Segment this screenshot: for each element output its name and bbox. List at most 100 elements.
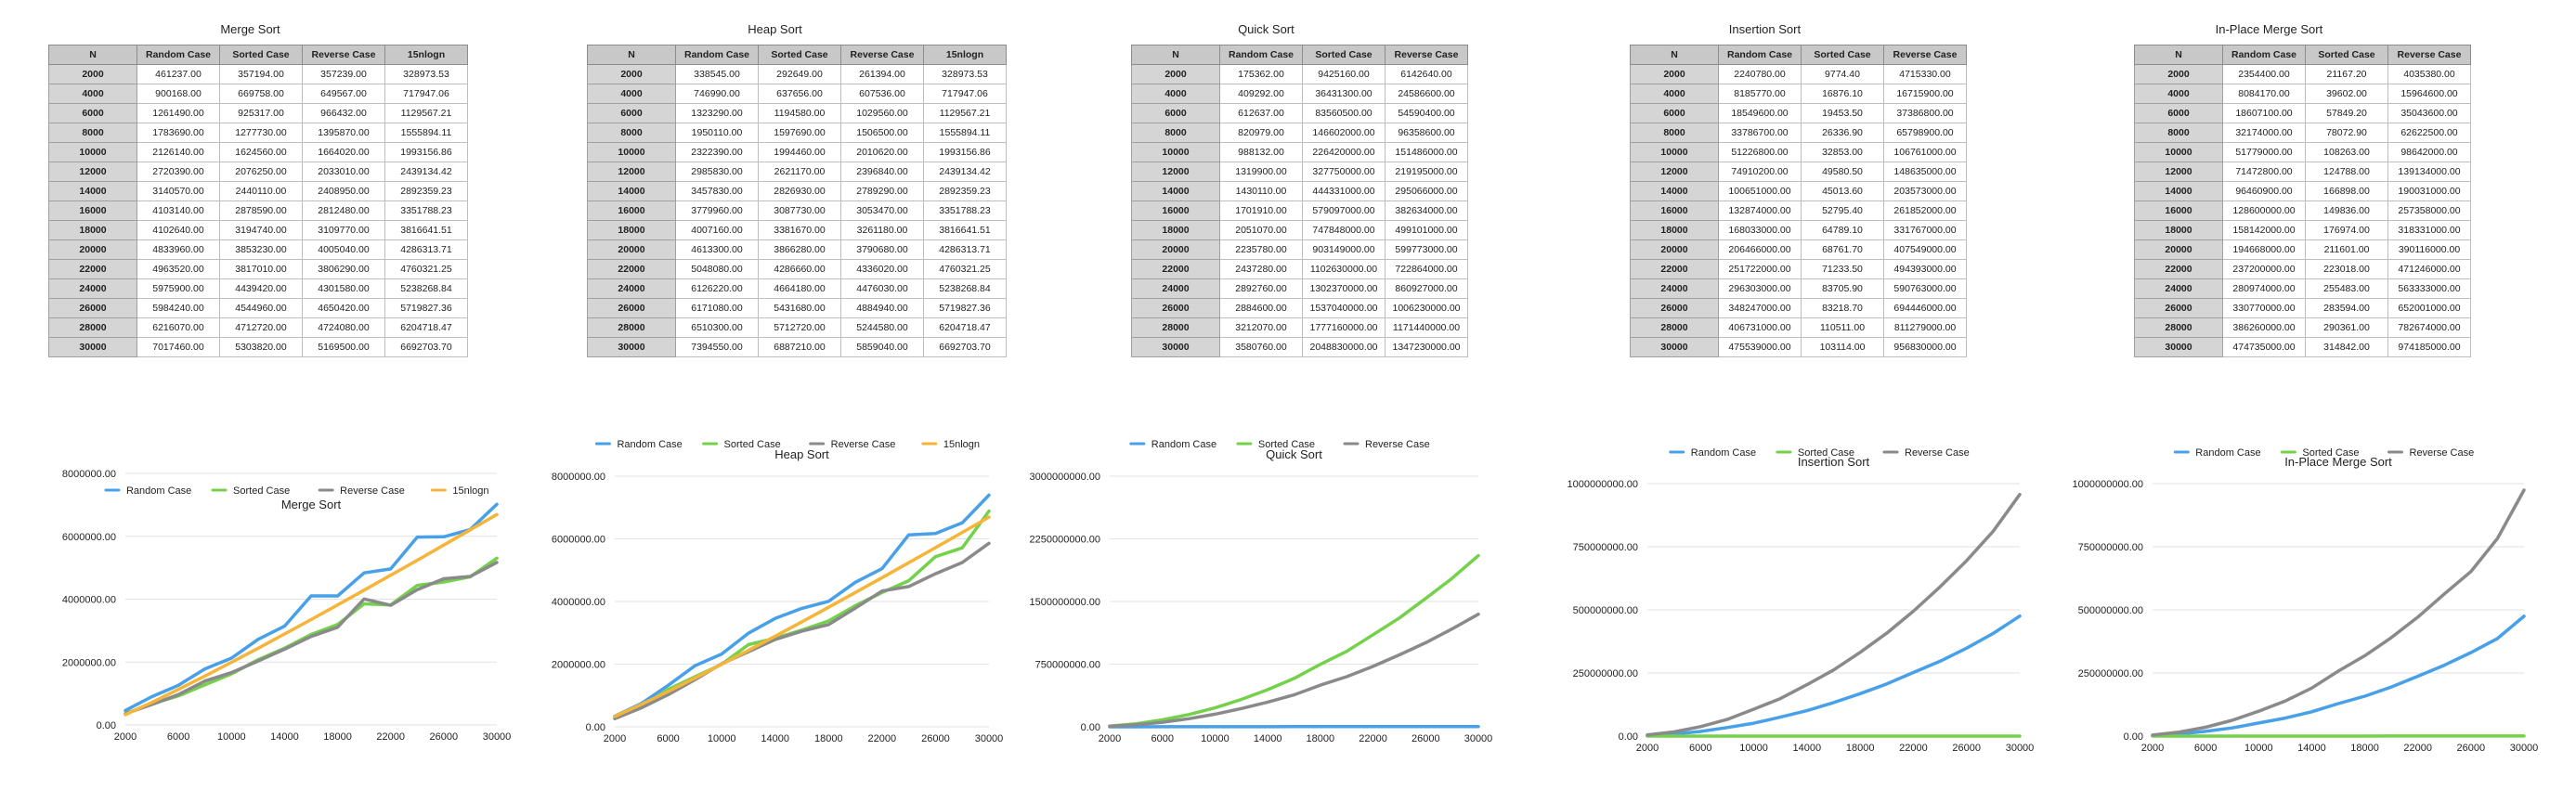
- cell-reverse: 148635000.00: [1883, 162, 1967, 182]
- table-row: 12000 74910200.00 49580.50 148635000.00: [1630, 162, 1967, 182]
- cell-n: 8000: [1131, 123, 1220, 143]
- cell-n: 16000: [587, 200, 676, 221]
- cell-random: 2235780.00: [1219, 239, 1303, 260]
- cell-sorted: 5431680.00: [758, 298, 841, 318]
- cell-n: 16000: [48, 200, 137, 221]
- cell-nlogn: 328973.53: [923, 64, 1007, 84]
- legend-item-sorted: Sorted Case: [211, 485, 290, 497]
- legend-label: Sorted Case: [724, 439, 781, 450]
- cell-nlogn: 1129567.21: [923, 103, 1007, 123]
- cell-random: 3457830.00: [675, 181, 759, 201]
- cell-nlogn: 1555894.11: [384, 123, 468, 143]
- column-header-reverse: Reverse Case: [840, 45, 924, 65]
- cell-reverse: 151486000.00: [1385, 142, 1468, 162]
- cell-reverse: 722864000.00: [1385, 259, 1468, 279]
- cell-reverse: 357239.00: [302, 64, 385, 84]
- series-line-random: [1646, 614, 2022, 738]
- cell-random: 1319900.00: [1219, 162, 1303, 182]
- legend-item-random: Random Case: [594, 439, 683, 450]
- table-title: Quick Sort: [1238, 22, 1295, 36]
- cell-n: 28000: [587, 317, 676, 338]
- x-tick-label: 14000: [1793, 743, 1822, 754]
- y-tick-label: 4000000.00: [552, 597, 605, 608]
- cell-sorted: 64789.10: [1801, 220, 1884, 240]
- cell-random: 158142000.00: [2222, 220, 2306, 240]
- cell-nlogn: 717947.06: [923, 84, 1007, 104]
- series-line-reverse: [124, 561, 499, 716]
- table-row: 24000 2892760.00 1302370000.00 860927000.00: [1131, 278, 1468, 299]
- y-tick-label: 0.00: [1619, 731, 1638, 743]
- cell-n: 26000: [2134, 298, 2223, 318]
- cell-random: 5975900.00: [137, 278, 220, 299]
- cell-random: 3580760.00: [1219, 337, 1303, 357]
- x-tick-label: 30000: [2006, 743, 2035, 754]
- cell-random: 474735000.00: [2222, 337, 2306, 357]
- table-row: 10000 2126140.00 1624560.00 1664020.00 19931…: [48, 142, 468, 162]
- cell-sorted: 211601.00: [2305, 239, 2388, 260]
- cell-n: 10000: [2134, 142, 2223, 162]
- cell-random: 1261490.00: [137, 103, 220, 123]
- x-tick-label: 30000: [975, 733, 1004, 744]
- x-tick-label: 2000: [1099, 733, 1121, 744]
- table-row: 14000 3457830.00 2826930.00 2789290.00 28923…: [587, 181, 1007, 201]
- cell-random: 51779000.00: [2222, 142, 2306, 162]
- table-row: 10000 51779000.00 108263.00 98642000.00: [2134, 142, 2471, 162]
- y-tick-label: 250000000.00: [1573, 668, 1638, 679]
- x-tick-label: 6000: [1689, 743, 1711, 754]
- cell-sorted: 637656.00: [758, 84, 841, 104]
- cell-reverse: 1395870.00: [302, 123, 385, 143]
- table-row: 2000 175362.00 9425160.00 6142640.00: [1131, 64, 1468, 84]
- x-tick-label: 22000: [1899, 743, 1928, 754]
- cell-reverse: 106761000.00: [1883, 142, 1967, 162]
- table-row: 18000 2051070.00 747848000.00 499101000.00: [1131, 220, 1468, 240]
- cell-sorted: 4439420.00: [219, 278, 303, 299]
- cell-sorted: 9425160.00: [1302, 64, 1386, 84]
- column-header-n: N: [48, 45, 137, 65]
- cell-n: 24000: [587, 278, 676, 299]
- data-table: N Random Case Sorted Case Reverse Case 15nlo…: [48, 45, 468, 357]
- cell-random: 128600000.00: [2222, 200, 2306, 221]
- table-row: 26000 5984240.00 4544960.00 4650420.00 57198…: [48, 298, 468, 318]
- table-row: 22000 2437280.00 1102630000.00 722864000.00: [1131, 259, 1468, 279]
- series-line-sorted: [124, 556, 499, 716]
- cell-reverse: 494393000.00: [1883, 259, 1967, 279]
- cell-reverse: 4336020.00: [840, 259, 924, 279]
- series-line-reverse: [613, 541, 991, 720]
- cell-nlogn: 5719827.36: [384, 298, 468, 318]
- cell-random: 6510300.00: [675, 317, 759, 338]
- table-row: 20000 194668000.00 211601.00 390116000.00: [2134, 239, 2471, 260]
- cell-random: 5048080.00: [675, 259, 759, 279]
- x-tick-label: 22000: [376, 731, 405, 743]
- legend-label: Reverse Case: [2410, 447, 2475, 459]
- cell-reverse: 219195000.00: [1385, 162, 1468, 182]
- cell-random: 8084170.00: [2222, 84, 2306, 104]
- cell-n: 20000: [48, 239, 137, 260]
- cell-reverse: 4724080.00: [302, 317, 385, 338]
- cell-random: 2985830.00: [675, 162, 759, 182]
- column-header-n: N: [1131, 45, 1220, 65]
- series-line-reverse: [1108, 612, 1480, 729]
- cell-random: 2240780.00: [1718, 64, 1802, 84]
- cell-n: 18000: [2134, 220, 2223, 240]
- table-row: 16000 132874000.00 52795.40 261852000.00: [1630, 200, 1967, 221]
- column-header-sorted: Sorted Case: [758, 45, 841, 65]
- x-tick-label: 18000: [814, 733, 843, 744]
- cell-random: 237200000.00: [2222, 259, 2306, 279]
- x-tick-label: 26000: [921, 733, 950, 744]
- table-row: 12000 1319900.00 327750000.00 219195000.00: [1131, 162, 1468, 182]
- cell-random: 168033000.00: [1718, 220, 1802, 240]
- column-header-random: Random Case: [137, 45, 220, 65]
- cell-reverse: 1347230000.00: [1385, 337, 1468, 357]
- y-tick-label: 500000000.00: [1573, 605, 1638, 616]
- cell-reverse: 974185000.00: [2387, 337, 2471, 357]
- cell-sorted: 4544960.00: [219, 298, 303, 318]
- cell-n: 4000: [587, 84, 676, 104]
- cell-reverse: 1506500.00: [840, 123, 924, 143]
- cell-nlogn: 5238268.84: [923, 278, 1007, 299]
- cell-reverse: 4715330.00: [1883, 64, 1967, 84]
- cell-random: 338545.00: [675, 64, 759, 84]
- cell-random: 18549600.00: [1718, 103, 1802, 123]
- cell-n: 6000: [1630, 103, 1719, 123]
- cell-reverse: 3806290.00: [302, 259, 385, 279]
- cell-nlogn: 4286313.71: [384, 239, 468, 260]
